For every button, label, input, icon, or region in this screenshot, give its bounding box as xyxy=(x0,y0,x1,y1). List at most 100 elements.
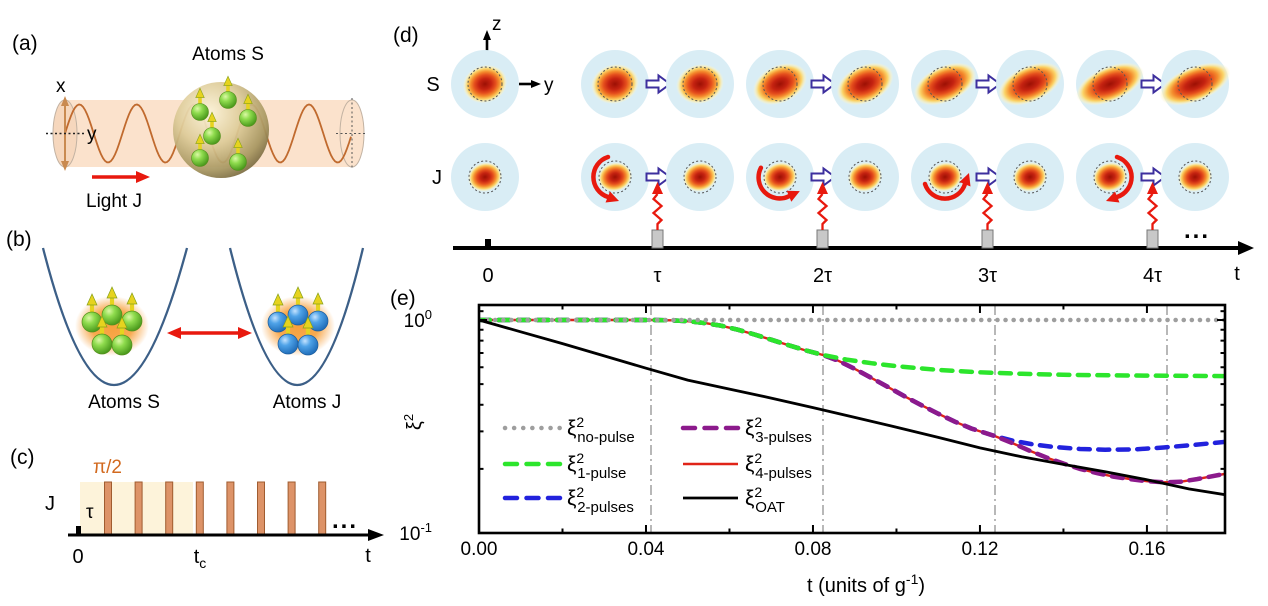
photon-squiggle-arrow xyxy=(1146,182,1159,230)
spin-arrow-head xyxy=(272,293,284,306)
series-3-pulses xyxy=(479,317,1225,485)
rotation-arrow xyxy=(756,165,800,202)
ylabel-sup: 2 xyxy=(401,414,416,421)
tc-sub: c xyxy=(199,555,206,571)
atoms-s-group xyxy=(191,75,257,171)
xlabel: t (units of g-1) xyxy=(807,571,925,597)
quasiprobability-blob xyxy=(676,64,724,104)
timeline-tick-label: 3τ xyxy=(978,265,997,287)
atoms-s-title: Atoms S xyxy=(192,44,264,65)
spin-arrow-head xyxy=(86,293,98,306)
evolve-arrow-icon xyxy=(975,166,1002,188)
pi-half-pulse-bar xyxy=(257,481,265,536)
quasiprobability-blob xyxy=(847,162,883,192)
pi-half-pulse-bar xyxy=(165,481,174,536)
spin-arrow-head xyxy=(223,75,233,86)
legend-label-4-pulses: ξ2 4-pulses xyxy=(745,450,812,482)
timeline-t-label: t xyxy=(1234,263,1240,285)
rotation-arrow xyxy=(591,154,619,203)
evolve-arrow-icon xyxy=(645,73,672,95)
light-j-label: Light J xyxy=(86,191,142,212)
rotation-arrow xyxy=(922,173,971,201)
rotation-arrowhead xyxy=(959,173,971,187)
bloch-s-before xyxy=(581,50,649,118)
origin-label: 0 xyxy=(72,546,83,568)
squiggle-path xyxy=(1146,193,1159,230)
rotation-arrowhead xyxy=(1106,191,1120,203)
series-OAT xyxy=(479,318,1225,497)
quasiprobability-blob xyxy=(1076,62,1144,106)
squiggle-path xyxy=(816,193,829,230)
panel-a-label: (a) xyxy=(12,32,38,55)
bloch-s-after xyxy=(831,50,899,118)
quasiprobability-blob xyxy=(467,162,503,192)
reference-dashed-circle xyxy=(597,66,633,102)
spin-arrow-head xyxy=(195,133,205,144)
pi-half-pulse-bar xyxy=(134,481,143,536)
spin-atom xyxy=(101,286,123,326)
panel-b-label: (b) xyxy=(6,228,32,251)
bloch-j-after xyxy=(831,143,899,211)
rotation-arrowhead xyxy=(786,190,800,202)
spin-atom xyxy=(219,75,237,109)
spin-atom xyxy=(121,292,143,332)
pulse-bars xyxy=(104,481,327,536)
panel-d: (d) S J z y 0 τ 2τ 3τ 4τ t ... xyxy=(393,14,1254,287)
squiggle-arrowhead xyxy=(817,182,828,194)
pulse-marker xyxy=(1146,229,1159,249)
quasiprobability-blob xyxy=(1012,162,1048,192)
panel-a: (a) x y Atoms S Light J xyxy=(12,32,366,212)
bloch-sequence xyxy=(451,50,1231,211)
bloch-s-after xyxy=(666,50,734,118)
xtick-label: 0.04 xyxy=(627,539,664,560)
bloch-s-initial xyxy=(451,50,519,118)
legend-label-2-pulses: ξ2 2-pulses xyxy=(567,484,634,516)
ylabel-base: ξ xyxy=(404,421,426,430)
squiggle-path xyxy=(981,193,994,230)
legend-label-1-pulse: ξ2 1-pulse xyxy=(567,450,626,482)
rotation-arc xyxy=(1114,154,1134,200)
ytick-label: 100 xyxy=(404,307,432,332)
timeline-axis xyxy=(453,239,1254,255)
rotation-arrow xyxy=(1106,154,1134,203)
rotation-arc xyxy=(591,154,611,200)
squiggle-arrowhead xyxy=(1147,182,1158,194)
evolve-arrow-icon xyxy=(810,166,837,188)
axis-z-label: z xyxy=(492,14,502,35)
quasiprobability-blob xyxy=(682,162,718,192)
xlabel-close: ) xyxy=(918,575,925,597)
spin-arrow-head xyxy=(292,286,304,299)
rotation-arrowhead xyxy=(605,191,619,203)
pulse-time-gridlines xyxy=(650,305,1168,533)
evolve-arrow-icon xyxy=(975,73,1002,95)
ellipsis: ... xyxy=(1184,217,1210,244)
pi-half-pulse-bar xyxy=(195,481,204,536)
axis-y-label: y xyxy=(544,75,554,96)
bloch-j-before xyxy=(1076,143,1144,211)
xlabel-base: t (units of g xyxy=(807,575,906,597)
atom-ball xyxy=(229,153,247,171)
time-axis xyxy=(68,526,384,541)
ylabel: ξ2 xyxy=(401,414,426,430)
atoms-groups xyxy=(81,286,329,356)
atom-ball xyxy=(277,333,299,355)
reference-dashed-circle xyxy=(1093,160,1127,194)
bloch-s-before xyxy=(911,50,979,118)
spin-arrow-head xyxy=(106,286,118,299)
atom-ball xyxy=(297,334,319,356)
pulse-marker xyxy=(651,229,664,249)
quasiprobability-blob xyxy=(927,162,963,192)
evolve-arrow-icon xyxy=(645,166,672,188)
reference-dashed-circle xyxy=(682,66,718,102)
light-direction-arrow xyxy=(92,171,150,183)
timeline-tick-label: 2τ xyxy=(813,265,832,287)
spin-atom xyxy=(239,93,257,127)
pi-half-pulse-bar xyxy=(226,481,235,536)
panel-e-chart: (e) 0.00 0.04 0.08 0.12 0.16 100 10-1 ξ2 no-pul… xyxy=(390,287,1227,597)
bloch-s-before xyxy=(746,50,814,118)
xtick-label: 0.00 xyxy=(461,539,498,560)
panel-d-label: (d) xyxy=(393,24,419,47)
timeline-marks: 0 τ 2τ 3τ 4τ xyxy=(482,182,1162,287)
bloch-j-after xyxy=(1161,143,1229,211)
